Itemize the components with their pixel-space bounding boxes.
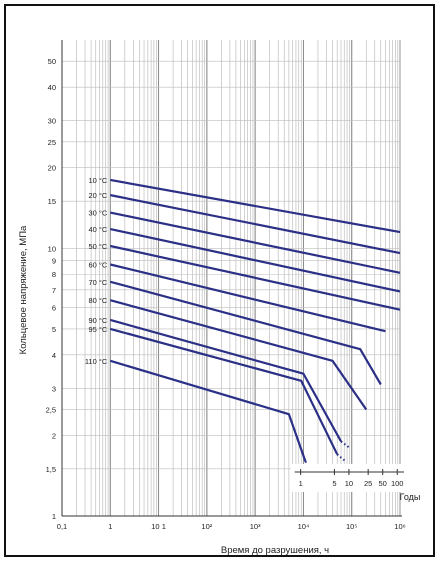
series-line <box>109 318 342 442</box>
y-tick-label: 40 <box>48 83 56 92</box>
series-label: 110 °C <box>85 357 108 366</box>
y-tick-label: 8 <box>52 270 56 279</box>
series-label: 70 °C <box>88 278 107 287</box>
x-axis-title: Время до разрушения, ч <box>221 545 329 556</box>
series-label: 60 °C <box>88 260 107 269</box>
series-line <box>110 178 401 234</box>
years-tick-label: 10 <box>345 479 353 488</box>
series-label: 40 °C <box>88 225 107 234</box>
y-tick-label: 2,5 <box>46 405 56 414</box>
series-label: 50 °C <box>88 242 107 251</box>
y-tick-label: 1,5 <box>46 465 56 474</box>
series-label: 30 °C <box>88 209 107 218</box>
axes <box>61 40 402 517</box>
y-tick-label: 7 <box>52 286 56 295</box>
series-line <box>110 194 401 255</box>
years-axis-label: Годы <box>400 492 421 502</box>
years-axis: 1 5 10 25 50 100 Годы <box>290 464 421 502</box>
x-tick-label: 10 1 <box>151 522 166 531</box>
y-tick-labels: 1 1,5 2 2,5 3 4 5 6 7 8 9 10 15 20 25 30 40 50 <box>46 57 56 521</box>
years-tick-label: 100 <box>391 479 404 488</box>
series-label: 90 °C <box>88 316 107 325</box>
x-tick-label: 10³ <box>250 522 261 531</box>
series-line <box>110 211 401 274</box>
x-tick-labels: 0,1 1 10 1 10² 10³ 10⁴ 10⁵ 10⁶ <box>57 522 406 531</box>
series-line <box>110 227 401 293</box>
years-tick-label: 1 <box>299 479 303 488</box>
series-dotted-extension <box>336 453 347 463</box>
x-tick-label: 10⁴ <box>298 522 310 531</box>
y-tick-label: 9 <box>52 257 56 266</box>
y-tick-label: 10 <box>48 244 56 253</box>
y-tick-label: 50 <box>48 57 56 66</box>
series-line <box>109 280 382 386</box>
series-line <box>109 327 339 455</box>
series-label: 20 °C <box>88 191 107 200</box>
series-label: 80 °C <box>88 296 107 305</box>
years-axis-background <box>290 464 406 492</box>
y-tick-label: 20 <box>48 164 56 173</box>
x-tick-label: 10⁶ <box>394 522 405 531</box>
y-axis-title: Кольцевое напряжение, МПа <box>18 225 29 354</box>
y-tick-label: 5 <box>52 325 56 334</box>
y-tick-label: 30 <box>48 117 56 126</box>
series-label: 95 °C <box>88 325 107 334</box>
y-tick-label: 6 <box>52 304 56 313</box>
series-dotted-extension <box>340 440 351 449</box>
years-tick-label: 50 <box>379 479 387 488</box>
x-tick-label: 1 <box>108 522 112 531</box>
y-tick-label: 4 <box>52 351 56 360</box>
y-tick-label: 15 <box>48 197 56 206</box>
series-label: 10 °C <box>88 176 107 185</box>
grid <box>61 40 401 517</box>
x-tick-label: 0,1 <box>57 522 67 531</box>
x-tick-label: 10⁵ <box>346 522 357 531</box>
y-tick-label: 1 <box>52 512 56 521</box>
years-tick-label: 25 <box>364 479 372 488</box>
y-tick-label: 25 <box>48 138 56 147</box>
series-line <box>109 359 307 462</box>
y-tick-label: 2 <box>52 431 56 440</box>
series-line <box>109 299 368 411</box>
series-line <box>110 244 401 311</box>
y-tick-label: 3 <box>52 384 56 393</box>
x-tick-label: 10² <box>201 522 212 531</box>
years-tick-label: 5 <box>332 479 336 488</box>
series-lines: 10 °C 20 °C 30 °C 40 °C 50 °C 60 °C 70 °C 80 °C… <box>85 176 401 478</box>
series-line <box>110 263 386 333</box>
